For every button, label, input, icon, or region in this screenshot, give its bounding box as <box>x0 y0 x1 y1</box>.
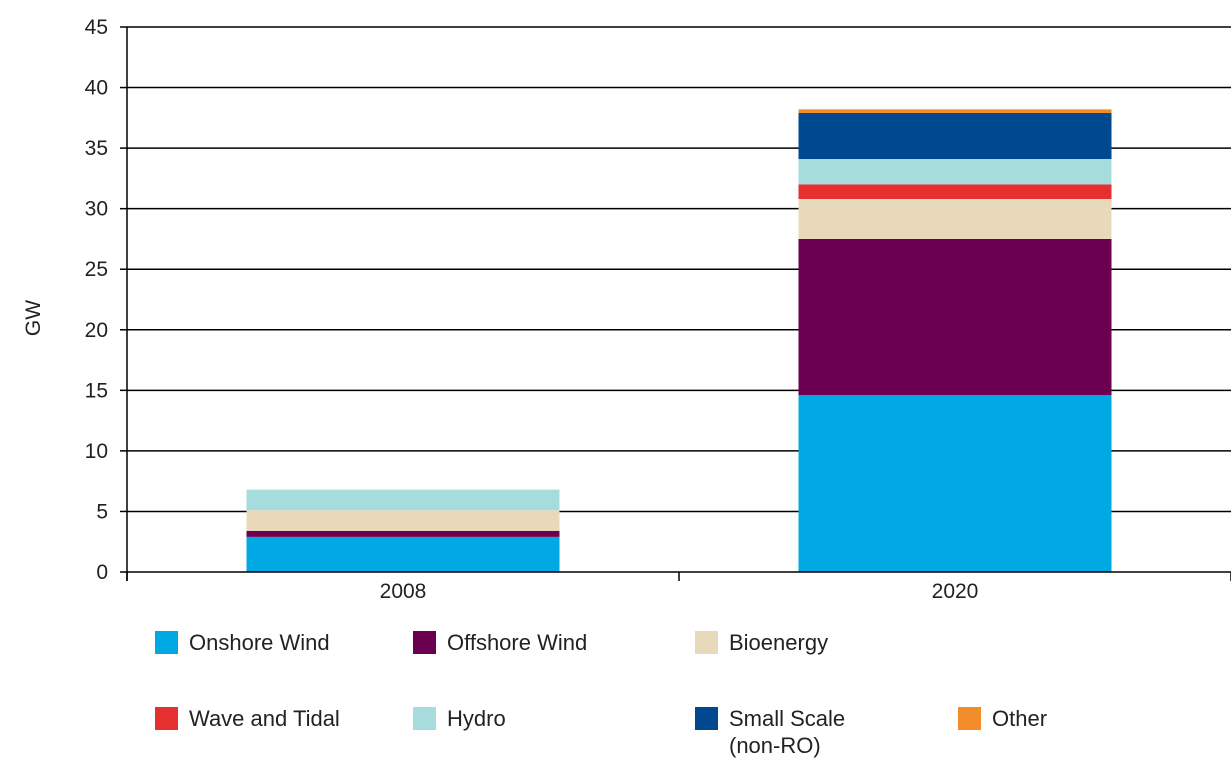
bar-segment <box>246 489 560 511</box>
bar-segment <box>798 238 1112 396</box>
legend-label: Hydro <box>447 706 506 731</box>
legend-swatch <box>695 707 718 730</box>
y-tick-label: 35 <box>85 137 108 160</box>
bar-segment <box>246 530 560 537</box>
legend-label: Offshore Wind <box>447 630 587 655</box>
bar-segment <box>798 159 1112 185</box>
y-tick-label: 30 <box>85 198 108 221</box>
y-tick-label: 0 <box>96 561 108 584</box>
legend-swatch <box>413 631 436 654</box>
y-tick-label: 40 <box>85 77 108 100</box>
bar-segment <box>246 510 560 531</box>
bar-segment <box>798 184 1112 199</box>
x-tick-labels: 2008 2020 <box>380 580 979 603</box>
bar-segment <box>798 112 1112 160</box>
y-tick-label: 10 <box>85 440 108 463</box>
y-tick-label: 45 <box>85 16 108 39</box>
bars <box>246 109 1112 572</box>
gridlines <box>127 26 1231 513</box>
y-axis-title: GW <box>22 300 45 336</box>
bar-segment <box>798 109 1112 113</box>
bar-segment <box>798 395 1112 572</box>
legend-label: Wave and Tidal <box>189 706 340 731</box>
y-tick-label: 20 <box>85 319 108 342</box>
legend-swatch <box>413 707 436 730</box>
y-tick-label: 15 <box>85 379 108 402</box>
bar-segment <box>798 198 1112 239</box>
legend-label: Other <box>992 706 1047 731</box>
y-tick-label: 5 <box>96 500 108 523</box>
legend-label: Bioenergy <box>729 630 828 655</box>
legend-swatch <box>155 631 178 654</box>
x-tick-label: 2008 <box>380 580 427 603</box>
axes <box>120 26 1231 581</box>
legend-swatch <box>958 707 981 730</box>
x-tick-label: 2020 <box>932 580 979 603</box>
bar-segment <box>246 536 560 572</box>
y-tick-labels: 0 5 10 15 20 25 30 35 40 45 <box>85 16 108 584</box>
legend-swatch <box>695 631 718 654</box>
y-tick-label: 25 <box>85 258 108 281</box>
legend-label: Onshore Wind <box>189 630 330 655</box>
legend: Onshore Wind Offshore Wind Bioenergy Wave a… <box>155 630 1047 758</box>
legend-swatch <box>155 707 178 730</box>
legend-label: Small Scale (non-RO) <box>729 706 845 758</box>
